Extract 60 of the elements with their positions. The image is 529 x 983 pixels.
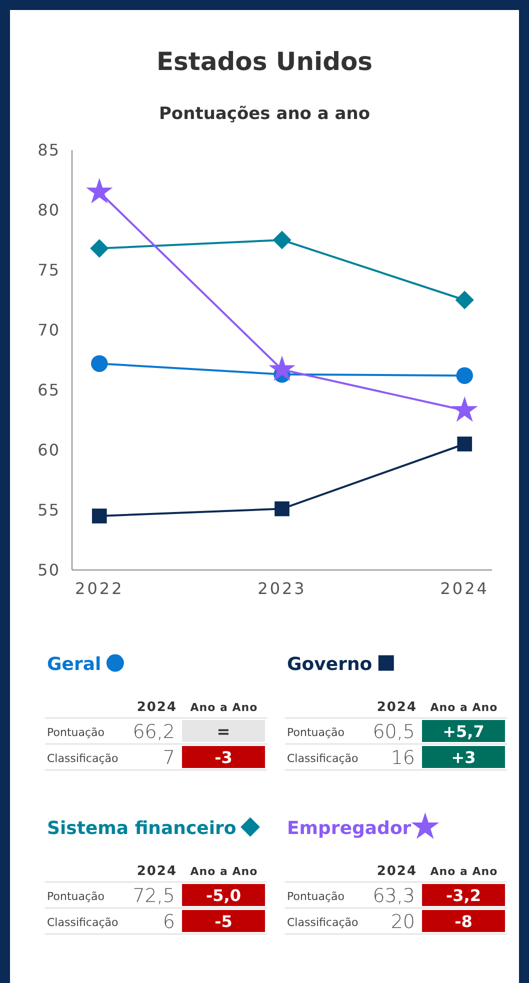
text: Pontuação — [47, 890, 105, 903]
point — [456, 367, 473, 384]
text: Ano a Ano — [190, 865, 258, 878]
text: -3 — [214, 748, 232, 767]
chart-title: Estados Unidos — [156, 47, 373, 76]
point — [451, 396, 478, 422]
text: -8 — [454, 912, 472, 931]
y-tick-label: 70 — [38, 320, 60, 340]
text: 6 — [162, 911, 175, 933]
text: -5 — [214, 912, 232, 931]
point — [92, 508, 107, 524]
text: 60,5 — [372, 721, 415, 743]
point — [457, 436, 472, 452]
y-tick-label: 80 — [38, 200, 60, 220]
text: Pontuação — [47, 726, 105, 739]
y-tick-label: 60 — [38, 440, 60, 460]
text: -5,0 — [206, 886, 241, 905]
text: -3,2 — [446, 886, 481, 905]
chart-subtitle: Pontuações ano a ano — [158, 104, 370, 124]
x-tick-label: 2023 — [258, 579, 306, 598]
text: 20 — [390, 911, 415, 933]
text: 2024 — [136, 700, 177, 715]
text: = — [216, 722, 230, 741]
text: 2024 — [376, 700, 417, 715]
text: Classificação — [47, 752, 118, 765]
y-tick-label: 50 — [38, 560, 60, 580]
text: Ano a Ano — [430, 701, 498, 714]
x-tick-label: 2024 — [440, 579, 489, 598]
text: Classificação — [287, 752, 358, 765]
text: +3 — [451, 748, 476, 767]
y-tick-label: 85 — [38, 140, 60, 160]
text: Ano a Ano — [190, 701, 258, 714]
text: Pontuação — [287, 890, 345, 903]
point — [274, 501, 290, 516]
text: 72,5 — [132, 885, 175, 907]
y-tick-label: 75 — [38, 260, 60, 280]
legend-label: Geral — [47, 654, 102, 675]
legend-label: Empregador — [287, 818, 412, 839]
text: +5,7 — [442, 722, 484, 741]
text: 63,3 — [372, 885, 415, 907]
text: Classificação — [47, 916, 118, 929]
point — [455, 290, 474, 310]
point — [268, 356, 296, 381]
text: 7 — [162, 747, 175, 769]
x-tick-label: 2022 — [75, 579, 124, 598]
text: Pontuação — [287, 726, 345, 739]
text: 2024 — [136, 864, 177, 879]
legend-label: Sistema financeiro — [47, 818, 236, 839]
point — [86, 178, 113, 204]
legend-label: Governo — [287, 654, 372, 675]
text: Ano a Ano — [430, 865, 498, 878]
y-tick-label: 65 — [38, 380, 60, 400]
text: Classificação — [287, 916, 358, 929]
text: 16 — [390, 747, 415, 769]
point — [90, 239, 109, 258]
text: 66,2 — [132, 721, 175, 743]
text: 2024 — [376, 864, 417, 879]
point — [272, 230, 292, 250]
point — [91, 355, 108, 372]
y-tick-label: 55 — [38, 500, 60, 520]
